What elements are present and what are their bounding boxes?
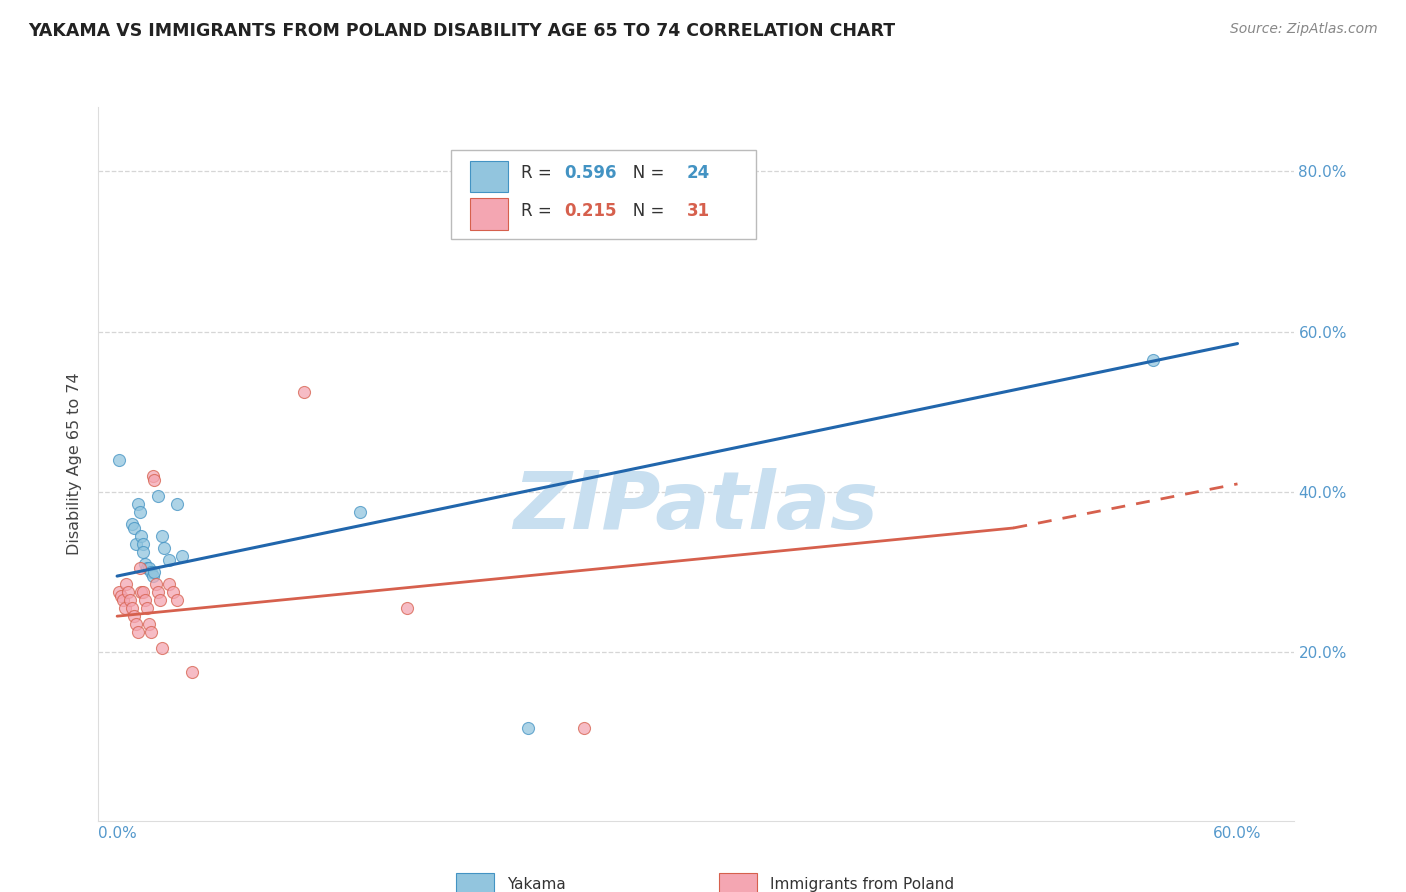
FancyBboxPatch shape — [718, 872, 756, 892]
Point — [516, 722, 538, 736]
Point — [149, 593, 172, 607]
Text: 31: 31 — [686, 202, 710, 219]
Point — [111, 593, 134, 607]
Point — [152, 541, 174, 555]
Point — [128, 505, 150, 519]
Point — [139, 565, 162, 579]
FancyBboxPatch shape — [470, 161, 509, 192]
Point — [114, 601, 136, 615]
Point — [395, 601, 418, 615]
Point — [142, 569, 165, 583]
Text: Source: ZipAtlas.com: Source: ZipAtlas.com — [1230, 22, 1378, 37]
Point — [157, 553, 180, 567]
Point — [138, 617, 160, 632]
Point — [139, 625, 162, 640]
Point — [122, 521, 145, 535]
Text: ZIPatlas: ZIPatlas — [513, 467, 879, 546]
Point — [136, 601, 159, 615]
Y-axis label: Disability Age 65 to 74: Disability Age 65 to 74 — [67, 373, 83, 555]
Point — [125, 617, 148, 632]
Text: 24: 24 — [686, 164, 710, 182]
Point — [145, 577, 167, 591]
Point — [148, 585, 170, 599]
Point — [148, 489, 170, 503]
Point — [292, 384, 315, 399]
Point — [122, 609, 145, 624]
Point — [1142, 352, 1164, 367]
FancyBboxPatch shape — [470, 198, 509, 230]
Point — [142, 468, 165, 483]
Point — [132, 537, 155, 551]
Point — [134, 593, 156, 607]
Point — [143, 565, 166, 579]
Point — [180, 665, 202, 680]
Point — [134, 557, 156, 571]
Point — [127, 625, 149, 640]
Text: N =: N = — [617, 202, 669, 219]
Point — [120, 593, 142, 607]
Text: Immigrants from Poland: Immigrants from Poland — [770, 878, 955, 892]
Point — [132, 545, 155, 559]
FancyBboxPatch shape — [456, 872, 494, 892]
Point — [108, 453, 131, 467]
Point — [157, 577, 180, 591]
Point — [162, 585, 184, 599]
Point — [128, 561, 150, 575]
Point — [121, 601, 143, 615]
Point — [127, 497, 149, 511]
Point — [166, 593, 188, 607]
Point — [136, 561, 159, 575]
Point — [125, 537, 148, 551]
Text: 0.215: 0.215 — [565, 202, 617, 219]
Point — [117, 585, 139, 599]
Text: R =: R = — [522, 202, 558, 219]
Point — [150, 641, 173, 656]
Point — [110, 589, 132, 603]
Point — [121, 516, 143, 531]
Point — [132, 585, 155, 599]
Point — [166, 497, 188, 511]
Point — [572, 722, 595, 736]
Point — [150, 529, 173, 543]
Point — [138, 561, 160, 575]
Point — [115, 577, 138, 591]
Point — [131, 585, 153, 599]
Text: 0.596: 0.596 — [565, 164, 617, 182]
FancyBboxPatch shape — [451, 150, 756, 239]
Point — [108, 585, 131, 599]
Point — [349, 505, 371, 519]
Point — [131, 529, 153, 543]
Text: YAKAMA VS IMMIGRANTS FROM POLAND DISABILITY AGE 65 TO 74 CORRELATION CHART: YAKAMA VS IMMIGRANTS FROM POLAND DISABIL… — [28, 22, 896, 40]
Point — [143, 473, 166, 487]
Text: Yakama: Yakama — [508, 878, 565, 892]
Text: N =: N = — [617, 164, 669, 182]
Text: R =: R = — [522, 164, 558, 182]
Point — [172, 549, 194, 563]
